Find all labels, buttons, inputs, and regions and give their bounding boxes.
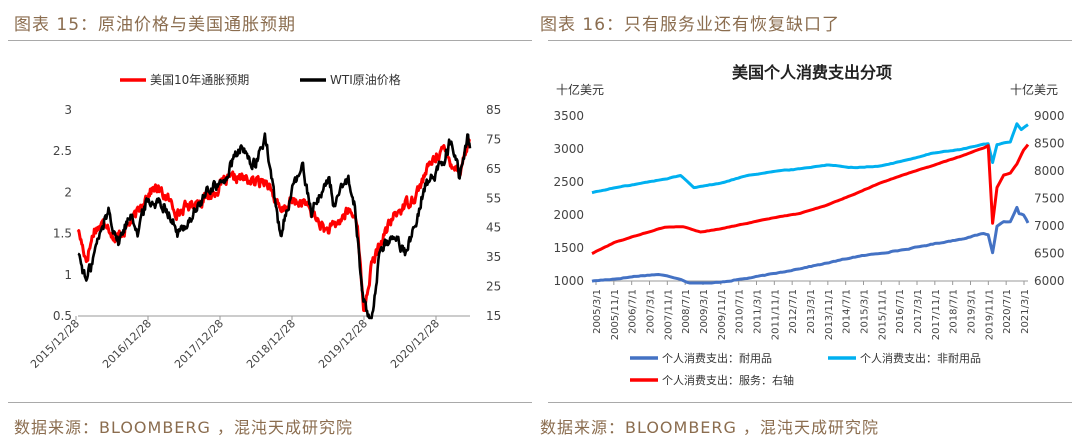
x-tick-label: 2011/3/1 xyxy=(753,289,764,334)
x-tick-label: 2017/3/1 xyxy=(913,289,924,334)
y-right-tick-label: 9000 xyxy=(1034,109,1065,123)
right-unit-label: 十亿美元 xyxy=(1010,82,1058,97)
y-right-tick-label: 7000 xyxy=(1034,219,1065,233)
legend-label-1: 美国10年通胀预期 xyxy=(150,73,249,87)
y-left-tick-label: 1.5 xyxy=(53,227,72,241)
y-right-tick-label: 15 xyxy=(486,309,501,323)
x-tick-label: 2020/12/28 xyxy=(388,317,442,371)
series-line-2 xyxy=(591,122,1029,195)
x-tick-label: 2019/12/28 xyxy=(316,317,370,371)
y-right-tick-label: 6000 xyxy=(1034,274,1065,288)
x-tick-label: 2012/7/1 xyxy=(788,289,799,334)
y-right-tick-label: 75 xyxy=(486,132,501,146)
right-bottom-rule xyxy=(548,402,1072,403)
x-tick-label: 2019/11/1 xyxy=(984,289,995,340)
x-tick-label: 2018/7/1 xyxy=(949,289,960,334)
y-right-tick-label: 85 xyxy=(486,103,501,117)
legend-label-1: 个人消费支出：耐用品 xyxy=(662,351,772,365)
x-tick-label: 2021/3/1 xyxy=(1020,289,1031,334)
y-left-tick-label: 3000 xyxy=(553,142,584,156)
y-right-tick-label: 45 xyxy=(486,221,501,235)
x-tick-label: 2006/7/1 xyxy=(628,289,639,334)
x-tick-label: 2008/7/1 xyxy=(681,289,692,334)
chart-title: 美国个人消费支出分项 xyxy=(732,63,892,82)
series-line-1 xyxy=(591,205,1030,285)
x-tick-label: 2005/11/1 xyxy=(610,289,621,340)
series-line-2 xyxy=(77,132,472,320)
y-right-tick-label: 6500 xyxy=(1034,247,1065,261)
series-line-1 xyxy=(76,137,471,313)
left-unit-label: 十亿美元 xyxy=(556,82,604,97)
x-tick-label: 2017/12/28 xyxy=(172,317,226,371)
right-top-rule xyxy=(548,40,1072,41)
x-tick-label: 2017/11/1 xyxy=(931,289,942,340)
x-tick-label: 2005/3/1 xyxy=(592,289,603,334)
left-top-rule xyxy=(8,40,532,41)
x-tick-label: 2007/11/1 xyxy=(663,289,674,340)
y-left-tick-label: 1 xyxy=(64,268,72,282)
x-tick-label: 2015/12/28 xyxy=(28,317,82,371)
y-left-tick-label: 2.5 xyxy=(53,144,72,158)
legend-label-2: WTI原油价格 xyxy=(330,72,401,87)
x-tick-label: 2009/11/1 xyxy=(717,289,728,340)
y-left-tick-label: 2500 xyxy=(553,175,584,189)
y-right-tick-label: 7500 xyxy=(1034,192,1065,206)
x-tick-label: 2014/7/1 xyxy=(842,289,853,334)
left-figure-title: 图表 15：原油价格与美国通胀预期 xyxy=(14,15,297,35)
y-right-tick-label: 25 xyxy=(486,280,501,294)
y-right-tick-label: 8500 xyxy=(1034,137,1065,151)
legend-label-3: 个人消费支出：服务：右轴 xyxy=(662,373,794,387)
x-tick-label: 2015/11/1 xyxy=(877,289,888,340)
x-tick-label: 2016/7/1 xyxy=(895,289,906,334)
series-line-3 xyxy=(591,143,1030,255)
x-tick-label: 2013/3/1 xyxy=(806,289,817,334)
y-right-tick-label: 35 xyxy=(486,250,501,264)
x-tick-label: 2009/3/1 xyxy=(699,289,710,334)
right-figure-title: 图表 16：只有服务业还有恢复缺口了 xyxy=(540,15,841,35)
x-tick-label: 2019/3/1 xyxy=(967,289,978,334)
y-left-tick-label: 3500 xyxy=(553,109,584,123)
right-source-note: 数据来源：BLOOMBERG ，混沌天成研究院 xyxy=(540,418,880,437)
y-left-tick-label: 2000 xyxy=(553,208,584,222)
x-tick-label: 2010/7/1 xyxy=(735,289,746,334)
oil-vs-inflation-chart: 3 2.5 2 1.5 1 0.5 85 75 65 55 45 35 25 15 2015/12/28 20… xyxy=(28,72,501,371)
y-left-tick-label: 0.5 xyxy=(53,309,72,323)
x-tick-label: 2007/3/1 xyxy=(646,289,657,334)
y-right-tick-label: 65 xyxy=(486,162,501,176)
y-left-tick-label: 1000 xyxy=(553,274,584,288)
y-right-tick-label: 55 xyxy=(486,191,501,205)
x-tick-label: 2020/7/1 xyxy=(1002,289,1013,334)
y-left-tick-label: 2 xyxy=(64,185,72,199)
x-tick-label: 2011/11/1 xyxy=(770,289,781,340)
left-source-note: 数据来源：BLOOMBERG ，混沌天成研究院 xyxy=(14,418,354,437)
x-tick-label: 2018/12/28 xyxy=(244,317,298,371)
left-bottom-rule xyxy=(8,402,532,403)
legend-label-2: 个人消费支出：非耐用品 xyxy=(860,351,981,365)
y-left-tick-label: 1500 xyxy=(553,241,584,255)
y-left-tick-label: 3 xyxy=(64,103,72,117)
y-right-tick-label: 8000 xyxy=(1034,164,1065,178)
x-tick-label: 2013/11/1 xyxy=(824,289,835,340)
x-tick-label: 2015/3/1 xyxy=(860,289,871,334)
x-tick-label: 2016/12/28 xyxy=(100,317,154,371)
